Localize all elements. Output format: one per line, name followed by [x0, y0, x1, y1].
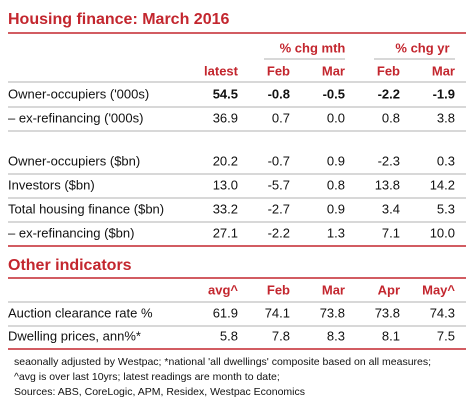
column-header: Apr [378, 282, 400, 297]
column-header: latest [204, 63, 239, 78]
column-header: avg^ [208, 282, 238, 297]
cell: 0.9 [327, 153, 345, 168]
cell: 13.8 [375, 177, 400, 192]
row-label: – ex-refinancing ('000s) [8, 110, 143, 125]
cell: 74.1 [265, 305, 290, 320]
cell: -1.9 [433, 86, 455, 101]
section-title: Other indicators [8, 257, 132, 274]
cell: -0.7 [268, 153, 290, 168]
cell: 0.7 [272, 110, 290, 125]
cell: 8.1 [382, 328, 400, 343]
row-label: Owner-occupiers ($bn) [8, 153, 140, 168]
row-label: Owner-occupiers ('000s) [8, 86, 149, 101]
row-label: Investors ($bn) [8, 177, 95, 192]
row-label: Auction clearance rate % [8, 305, 153, 320]
row-label: Dwelling prices, ann%* [8, 328, 141, 343]
column-header: Mar [322, 63, 345, 78]
cell: -2.7 [268, 201, 290, 216]
column-header: Mar [432, 63, 455, 78]
cell: 54.5 [213, 86, 238, 101]
column-header: May^ [422, 282, 455, 297]
column-header: Feb [377, 63, 400, 78]
cell: 0.9 [327, 201, 345, 216]
cell: 0.3 [437, 153, 455, 168]
cell: 20.2 [213, 153, 238, 168]
cell: 10.0 [430, 225, 455, 240]
group-header: % chg yr [395, 40, 449, 55]
note: ^avg is over last 10yrs; latest readings… [14, 371, 280, 383]
cell: 0.0 [327, 110, 345, 125]
cell: -2.2 [378, 86, 400, 101]
cell: 73.8 [375, 305, 400, 320]
note: seaonally adjusted by Westpac; *national… [14, 356, 431, 368]
cell: -0.5 [323, 86, 345, 101]
cell: 33.2 [213, 201, 238, 216]
cell: 73.8 [320, 305, 345, 320]
cell: 0.8 [327, 177, 345, 192]
cell: -5.7 [268, 177, 290, 192]
row-label: Total housing finance ($bn) [8, 201, 164, 216]
cell: 5.8 [220, 328, 238, 343]
column-header: Feb [267, 63, 290, 78]
cell: -0.8 [268, 86, 290, 101]
cell: 7.8 [272, 328, 290, 343]
column-header: Feb [267, 282, 290, 297]
note: Sources: ABS, CoreLogic, APM, Residex, W… [14, 386, 305, 398]
cell: 3.8 [437, 110, 455, 125]
cell: 3.4 [382, 201, 400, 216]
title: Housing finance: March 2016 [8, 11, 229, 28]
cell: 1.3 [327, 225, 345, 240]
group-header: % chg mth [280, 40, 346, 55]
cell: 36.9 [213, 110, 238, 125]
cell: 8.3 [327, 328, 345, 343]
cell: 5.3 [437, 201, 455, 216]
cell: 61.9 [213, 305, 238, 320]
cell: 0.8 [382, 110, 400, 125]
cell: 7.1 [382, 225, 400, 240]
cell: 74.3 [430, 305, 455, 320]
cell: 13.0 [213, 177, 238, 192]
row-label: – ex-refinancing ($bn) [8, 225, 134, 240]
cell: -2.3 [378, 153, 400, 168]
column-header: Mar [322, 282, 345, 297]
cell: 27.1 [213, 225, 238, 240]
cell: -2.2 [268, 225, 290, 240]
cell: 7.5 [437, 328, 455, 343]
cell: 14.2 [430, 177, 455, 192]
